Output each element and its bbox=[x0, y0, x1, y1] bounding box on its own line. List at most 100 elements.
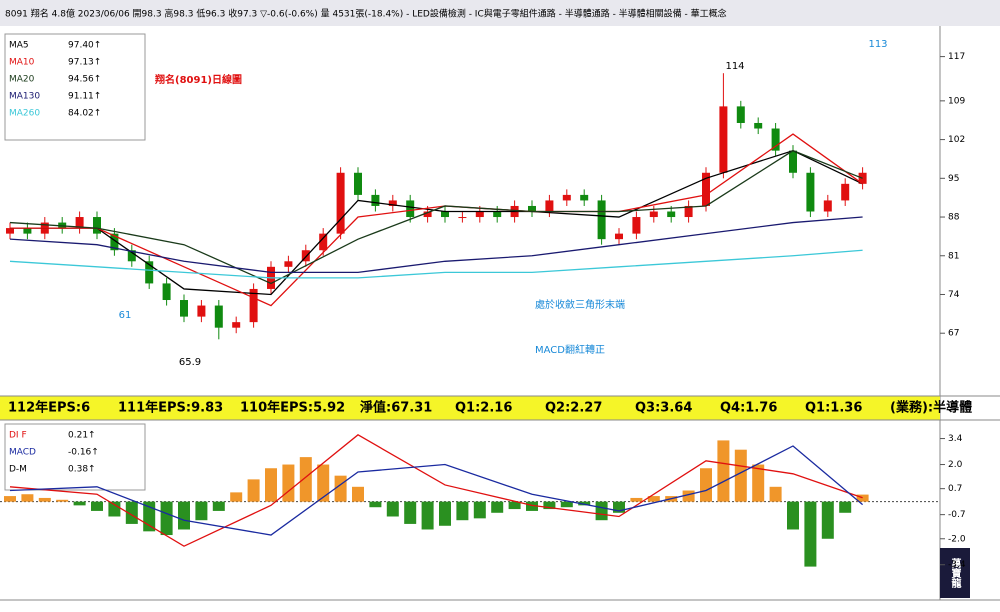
osc-bar bbox=[769, 486, 782, 502]
osc-bar bbox=[700, 468, 712, 502]
legend-value: 94.56↑ bbox=[68, 75, 101, 85]
osc-bar bbox=[4, 496, 16, 502]
y-tick-label: -2.0 bbox=[948, 534, 966, 544]
osc-bar bbox=[856, 494, 869, 502]
eps-item: Q3:3.64 bbox=[635, 401, 692, 416]
osc-bar bbox=[543, 501, 556, 510]
osc-bar bbox=[839, 501, 852, 513]
osc-bar bbox=[613, 501, 625, 513]
osc-bar bbox=[491, 501, 504, 513]
ma-legend-box bbox=[4, 33, 146, 141]
candle-body bbox=[684, 205, 693, 218]
osc-bar bbox=[473, 501, 486, 519]
y-tick-label: 2.0 bbox=[948, 460, 963, 470]
osc-bar bbox=[752, 464, 765, 502]
y-tick-label: 81 bbox=[948, 251, 959, 261]
osc-bar bbox=[125, 501, 138, 524]
osc-bar bbox=[821, 501, 834, 539]
osc-bar bbox=[421, 501, 434, 530]
annotation: 61 bbox=[119, 310, 132, 321]
legend-name: MACD bbox=[9, 448, 36, 458]
candle-body bbox=[180, 300, 188, 317]
osc-bar bbox=[73, 501, 86, 506]
osc-bar bbox=[630, 497, 643, 502]
indicator-line bbox=[9, 216, 863, 274]
osc-bar bbox=[38, 497, 51, 502]
legend-name: DI F bbox=[9, 431, 27, 441]
annotation: 113 bbox=[868, 39, 887, 50]
osc-bar bbox=[682, 490, 695, 502]
annotation: 65.9 bbox=[179, 357, 201, 368]
candle-body bbox=[354, 172, 362, 195]
candle-body bbox=[406, 200, 415, 218]
eps-item: 淨值:67.31 bbox=[360, 400, 432, 416]
legend-name: MA5 bbox=[9, 41, 29, 51]
candle-body bbox=[580, 194, 589, 201]
candle-body bbox=[771, 128, 780, 151]
osc-bar bbox=[317, 464, 330, 502]
y-tick-label: 3.4 bbox=[948, 434, 963, 444]
candle-body bbox=[23, 228, 32, 234]
osc-bar bbox=[369, 501, 382, 508]
eps-item: 110年EPS:5.92 bbox=[240, 400, 345, 416]
osc-bar bbox=[456, 501, 469, 521]
candle-body bbox=[789, 150, 797, 173]
candle-body bbox=[841, 183, 850, 201]
y-tick-label: 109 bbox=[948, 96, 965, 106]
osc-bar bbox=[595, 501, 608, 521]
osc-bar bbox=[195, 501, 208, 521]
osc-bar bbox=[212, 501, 225, 511]
osc-bar bbox=[21, 494, 34, 502]
candle-body bbox=[110, 233, 119, 251]
eps-item: (業務):半導體 bbox=[890, 400, 972, 416]
osc-bar bbox=[265, 468, 277, 502]
osc-bar bbox=[108, 501, 121, 517]
candle-body bbox=[719, 106, 728, 173]
candle-body bbox=[562, 194, 571, 201]
candle-body bbox=[597, 200, 606, 240]
osc-bar bbox=[178, 501, 190, 530]
osc-bar bbox=[647, 496, 660, 502]
osc-bar bbox=[578, 501, 591, 506]
legend-value: 0.38↑ bbox=[68, 465, 96, 475]
candle-body bbox=[423, 211, 432, 218]
candle-body bbox=[214, 305, 223, 328]
candle-body bbox=[301, 250, 310, 262]
candle-body bbox=[545, 200, 554, 212]
candle-body bbox=[615, 233, 623, 240]
candle-body bbox=[127, 250, 136, 262]
candle-body bbox=[632, 217, 641, 234]
legend-value: 97.40↑ bbox=[68, 41, 101, 51]
osc-bar bbox=[560, 501, 573, 508]
legend-name: MA20 bbox=[9, 75, 35, 85]
candle-body bbox=[336, 172, 345, 234]
y-tick-label: 0.7 bbox=[948, 484, 962, 494]
candle-body bbox=[93, 217, 101, 234]
indicator-line bbox=[9, 445, 864, 536]
candle-body bbox=[806, 172, 815, 212]
osc-bar bbox=[508, 501, 521, 510]
candle-body bbox=[754, 122, 763, 129]
eps-item: Q2:2.27 bbox=[545, 401, 602, 416]
osc-bar bbox=[386, 501, 399, 517]
osc-bar bbox=[804, 501, 817, 567]
osc-bar bbox=[352, 486, 364, 502]
legend-name: MA10 bbox=[9, 58, 35, 68]
legend-value: 97.13↑ bbox=[68, 58, 101, 68]
macd-legend-box bbox=[4, 423, 146, 491]
candle-body bbox=[736, 106, 745, 123]
osc-bar bbox=[734, 449, 747, 502]
y-tick-label: 67 bbox=[948, 329, 959, 339]
osc-bar bbox=[143, 501, 156, 532]
eps-item: 111年EPS:9.83 bbox=[118, 400, 223, 416]
y-tick-label: 102 bbox=[948, 135, 965, 145]
candle-body bbox=[249, 288, 258, 323]
candle-body bbox=[197, 305, 206, 317]
legend-value: 91.11↑ bbox=[68, 92, 101, 102]
osc-bar bbox=[230, 492, 243, 502]
candle-body bbox=[162, 283, 171, 301]
y-tick-label: 95 bbox=[948, 174, 959, 184]
indicator-line bbox=[9, 149, 863, 285]
osc-bar bbox=[299, 457, 312, 502]
